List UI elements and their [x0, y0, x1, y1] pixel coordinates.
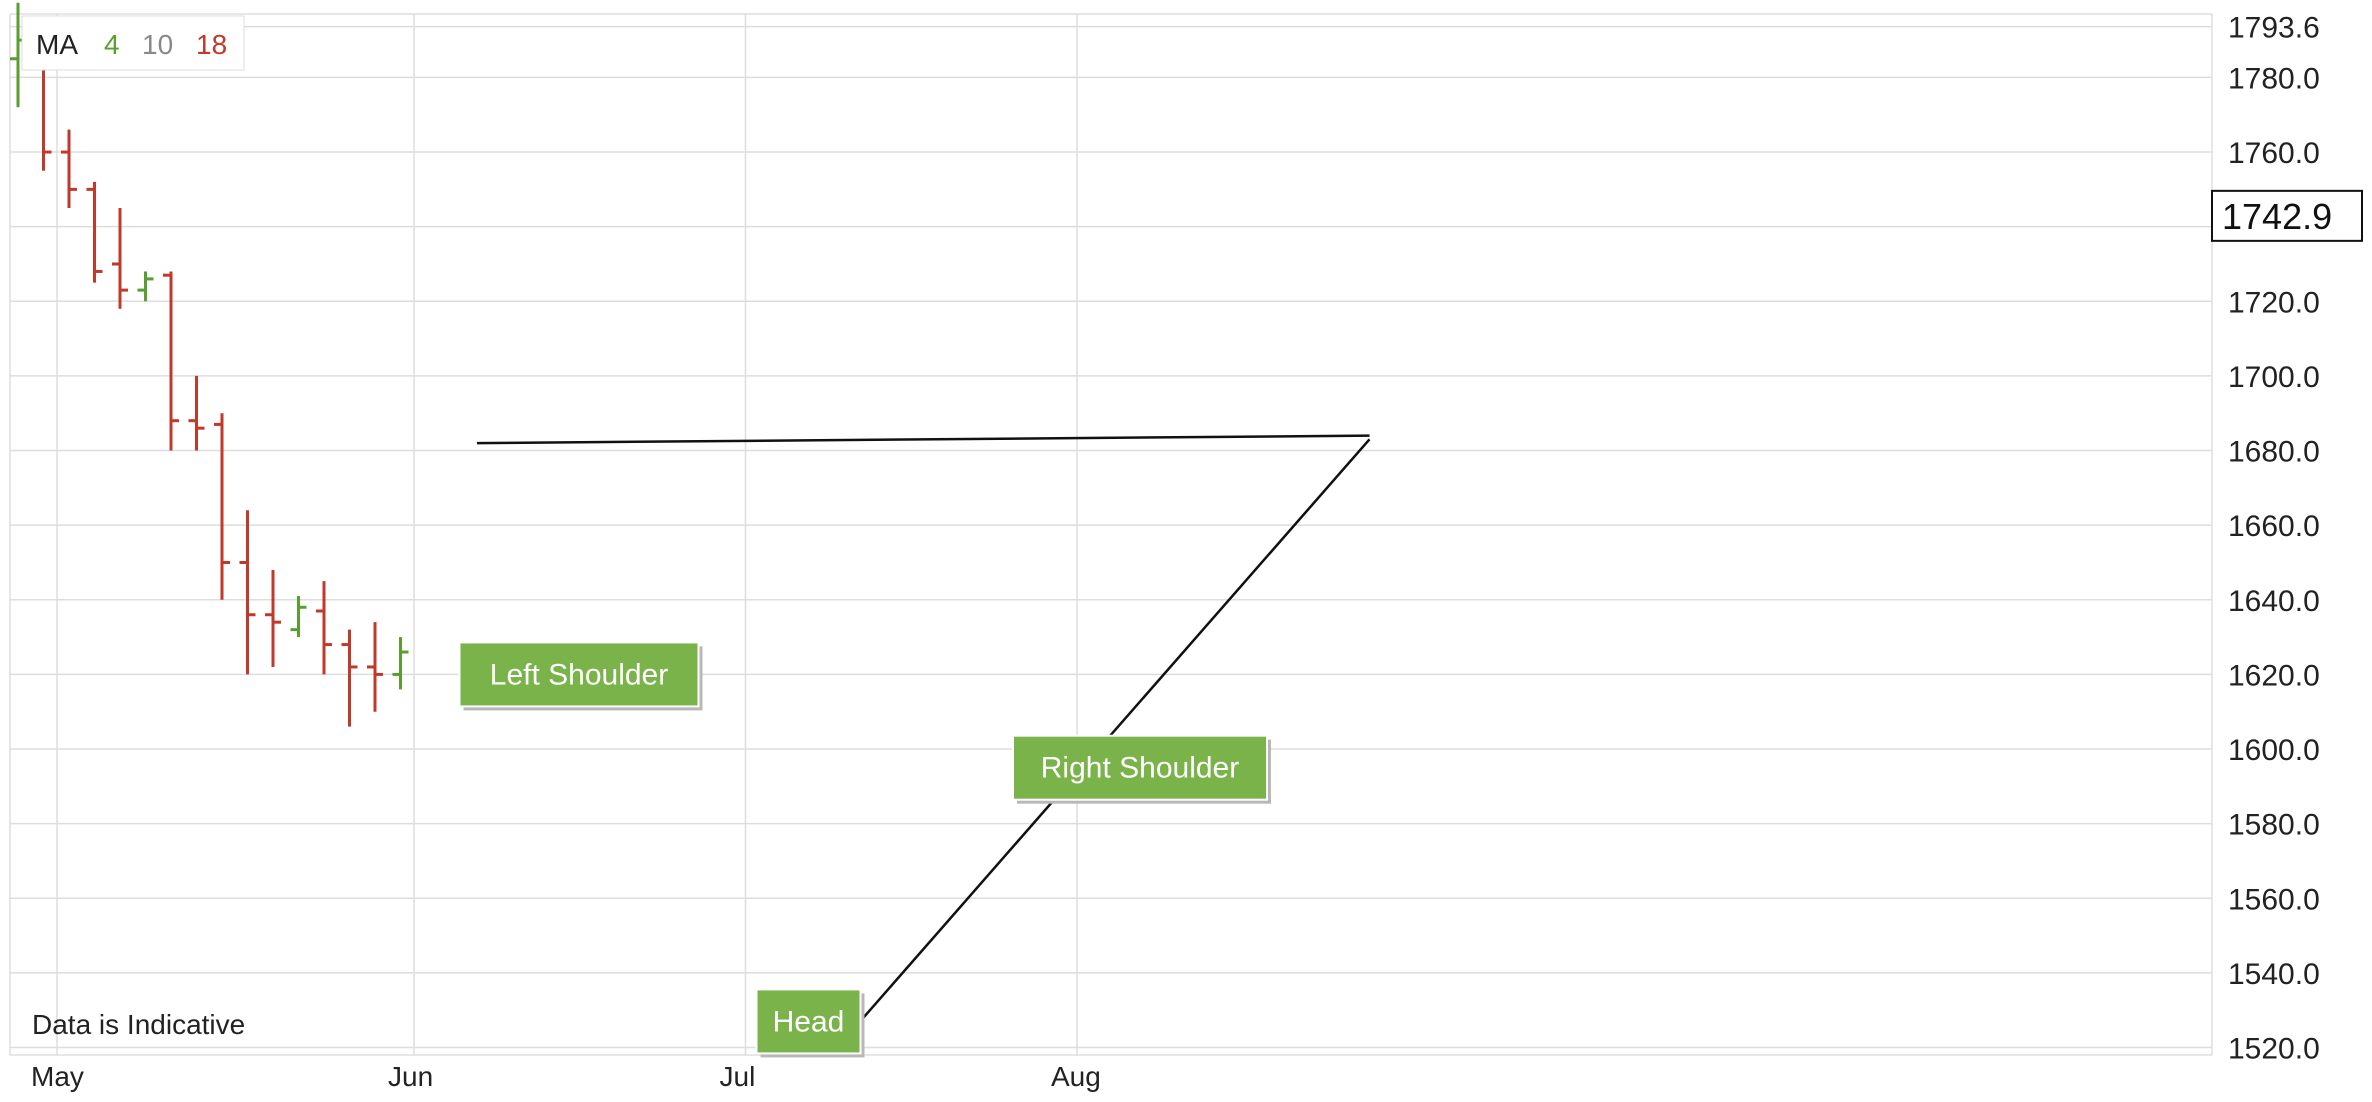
- annotation: Head: [755, 988, 865, 1058]
- ohlc-bar: [86, 181, 103, 283]
- y-tick-label: 1680.0: [2228, 436, 2320, 469]
- ohlc-bar: [163, 271, 179, 451]
- annotation-label: Left Shoulder: [490, 658, 668, 691]
- ohlc-bars: [10, 2, 409, 727]
- x-tick-label: Jul: [720, 1061, 756, 1092]
- price-axis: 1793.6 1780.0 1760.0 1720.0 1700.0 1680.0 1660…: [2228, 12, 2320, 1066]
- annotation-box: [458, 641, 700, 708]
- data-indicative-note: Data is Indicative: [32, 1009, 245, 1040]
- x-tick-label: Jun: [388, 1061, 433, 1092]
- chart-grid: [9, 13, 2213, 1056]
- ohlc-bar: [290, 596, 307, 638]
- legend-ma-4: 4: [104, 29, 120, 60]
- y-tick-label: 1760.0: [2228, 137, 2320, 170]
- legend-ma-18: 18: [196, 29, 227, 60]
- last-price-box: 1742.9: [2211, 189, 2363, 242]
- x-tick-label: May: [31, 1061, 84, 1092]
- ohlc-bar: [367, 622, 383, 712]
- annotation-box: [755, 988, 862, 1055]
- y-tick-label: 1520.0: [2228, 1033, 2320, 1066]
- y-tick-label: 1580.0: [2228, 809, 2320, 842]
- y-tick-label: 1560.0: [2228, 883, 2320, 916]
- y-tick-label: 1660.0: [2228, 510, 2320, 543]
- ohlc-bar: [316, 581, 332, 675]
- y-tick-label: 1720.0: [2228, 286, 2320, 319]
- ohlc-bar: [265, 569, 281, 667]
- plot-frame: [9, 13, 2213, 1056]
- annotation-label: Head: [773, 1005, 845, 1038]
- y-tick-label: 1700.0: [2228, 361, 2320, 394]
- y-tick-label: 1793.6: [2228, 12, 2320, 45]
- x-tick-label: Aug: [1051, 1061, 1101, 1092]
- y-tick-label: 1640.0: [2228, 585, 2320, 618]
- ohlc-bar: [112, 208, 128, 309]
- annotation-box: [1012, 734, 1268, 801]
- last-price-label: 1742.9: [2222, 196, 2332, 237]
- legend-ma-label: MA: [36, 29, 78, 60]
- y-tick-label: 1620.0: [2228, 659, 2320, 692]
- y-tick-label: 1780.0: [2228, 62, 2320, 95]
- annotation: Left Shoulder: [458, 641, 703, 711]
- annotation: Right Shoulder: [1012, 734, 1271, 804]
- annotation-label: Right Shoulder: [1041, 752, 1239, 785]
- legend-ma-10: 10: [142, 29, 173, 60]
- trendline-neckline: [476, 434, 1370, 445]
- ohlc-bar: [61, 129, 77, 209]
- y-tick-label: 1600.0: [2228, 734, 2320, 767]
- ohlc-bar: [137, 271, 154, 302]
- date-axis: May Jun Jul Aug: [31, 1061, 1101, 1092]
- ma-legend: MA 4 10 18: [21, 15, 245, 71]
- ohlc-bar: [214, 413, 230, 600]
- annotations: Left Shoulder Head Right Shoulder: [458, 641, 1271, 1058]
- y-tick-label: 1540.0: [2228, 958, 2320, 991]
- ohlc-bar: [392, 637, 409, 690]
- ohlc-bar: [239, 510, 256, 675]
- ohlc-bar: [188, 375, 205, 451]
- ohlc-bar: [341, 629, 358, 727]
